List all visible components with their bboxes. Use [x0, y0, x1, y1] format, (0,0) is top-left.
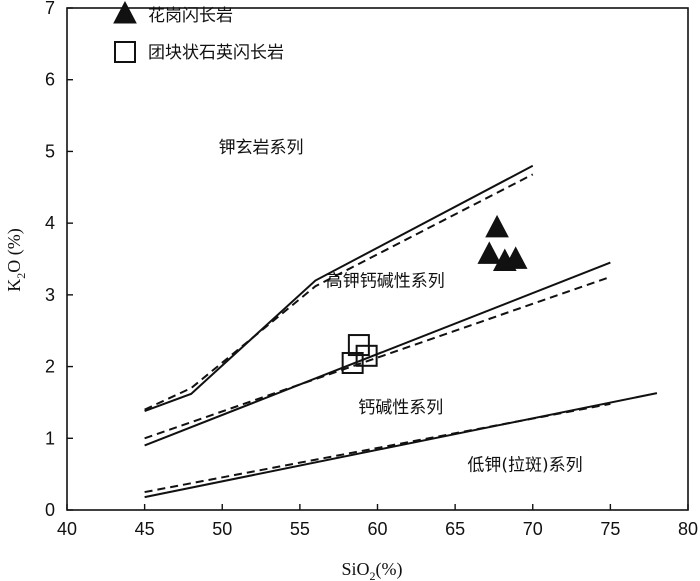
y-axis-ticks: 0 1 2 3 4 5 6 7	[45, 0, 73, 520]
y-tick-label: 1	[45, 428, 55, 448]
field-label: 低钾(拉斑)系列	[467, 456, 582, 476]
x-tick-label: 50	[212, 519, 232, 539]
y-tick-label: 3	[45, 285, 55, 305]
field-label: 高钾钙碱性系列	[326, 271, 445, 291]
y-tick-label: 5	[45, 141, 55, 161]
y-tick-label: 6	[45, 70, 55, 90]
boundary-line-dashed	[144, 173, 534, 411]
field-label: 钾玄岩系列	[219, 138, 304, 158]
series-boundary-lines	[144, 164, 658, 499]
x-tick-label: 45	[135, 519, 155, 539]
x-tick-label: 80	[678, 519, 698, 539]
legend-marker-square	[114, 41, 136, 63]
data-points	[341, 214, 528, 374]
x-axis-ticks: 40 45 50 55 60 65 70 75 80	[57, 504, 698, 539]
granodiorite-point	[503, 246, 528, 269]
plot-area-border	[66, 7, 689, 511]
quartz-diorite-point	[355, 344, 378, 367]
granodiorite-point	[477, 241, 502, 264]
quartz-diorite-point	[341, 351, 364, 374]
field-label: 钙碱性系列	[358, 398, 443, 418]
y-tick-label: 0	[45, 500, 55, 520]
legend-label: 团块状石英闪长岩	[148, 43, 284, 63]
granodiorite-point	[485, 214, 509, 238]
legend-label: 花岗闪长岩	[148, 6, 233, 26]
x-tick-label: 70	[523, 519, 543, 539]
y-tick-label: 7	[45, 0, 55, 18]
x-tick-label: 40	[57, 519, 77, 539]
x-tick-label: 60	[367, 519, 387, 539]
boundary-line-dashed	[144, 275, 611, 440]
legend-marker-triangle	[113, 0, 137, 24]
boundary-line-dashed	[144, 402, 611, 494]
y-tick-label: 2	[45, 357, 55, 377]
x-axis-label: SiO2(%)	[342, 559, 403, 581]
x-tick-label: 75	[600, 519, 620, 539]
y-tick-label: 4	[45, 213, 55, 233]
x-tick-label: 65	[445, 519, 465, 539]
plot-frame	[66, 7, 689, 511]
x-tick-label: 55	[290, 519, 310, 539]
y-axis-label: K2O (%)	[4, 228, 28, 291]
